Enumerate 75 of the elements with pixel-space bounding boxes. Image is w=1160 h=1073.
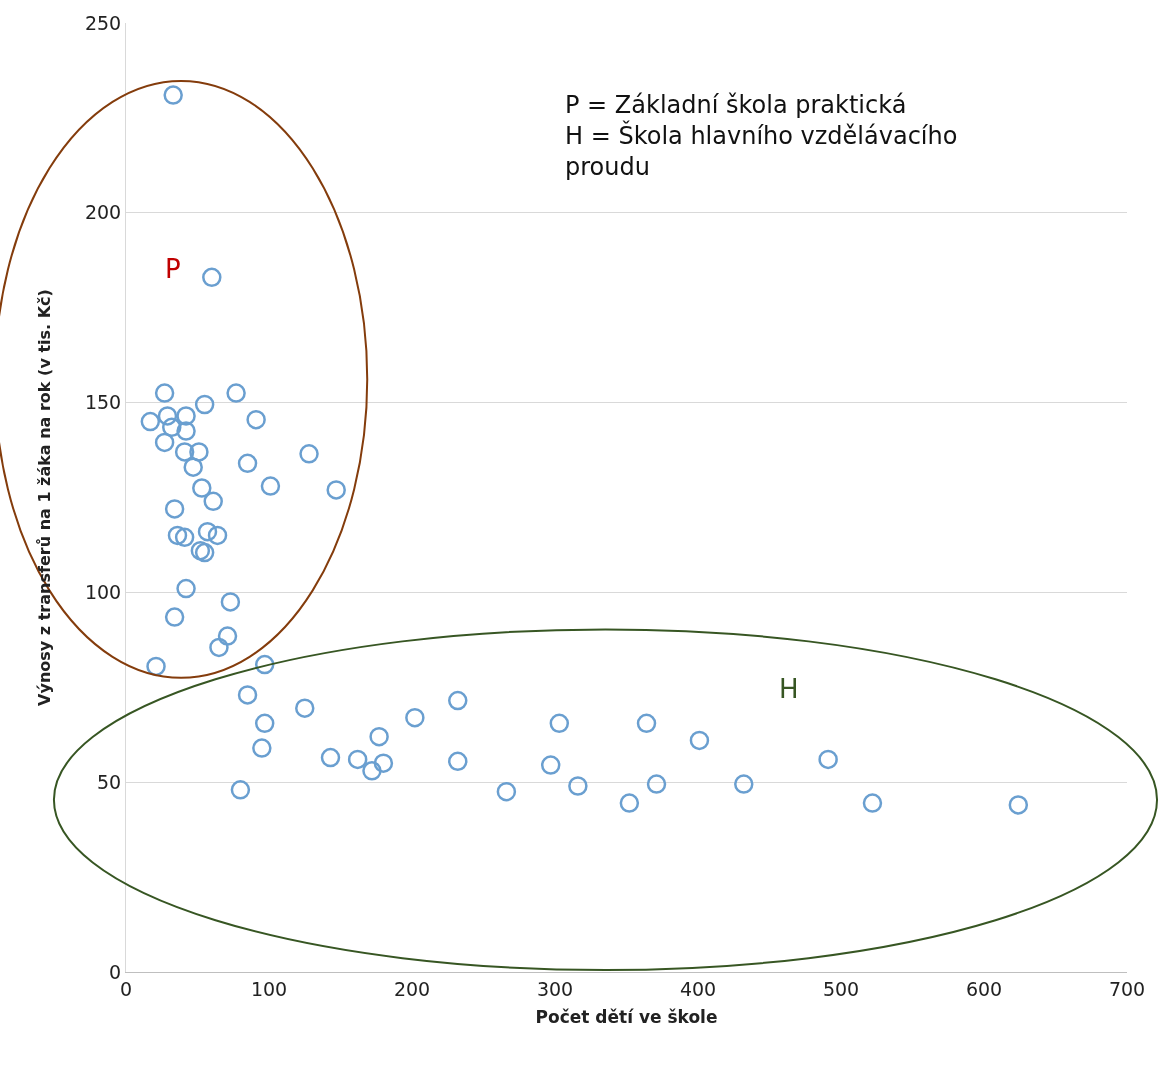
point [295,698,315,718]
point [176,421,196,441]
point [174,527,195,548]
y-tick-label: 100 [84,581,122,604]
point [540,755,561,775]
point [818,749,838,770]
point [157,406,178,426]
point [192,478,212,498]
point [862,793,883,813]
point [194,394,215,415]
point [254,713,275,734]
point [163,85,183,105]
point [496,781,517,802]
point [347,749,368,770]
point [362,761,382,781]
point [237,453,258,474]
point [176,406,196,426]
x-tick-label: 700 [1108,977,1146,1000]
point [226,383,246,403]
point [619,793,640,813]
annotation: P = Základní škola praktická [565,91,907,119]
point [260,476,281,496]
x-tick-label: 200 [393,977,431,1000]
point [167,525,188,546]
x-tick-label: 500 [822,977,860,1000]
point [183,457,203,477]
point [207,525,228,546]
x-tick-label: 100 [250,977,288,1000]
point [217,626,238,646]
point [164,607,185,627]
point [689,730,710,751]
x-tick-label: 600 [965,977,1003,1000]
point [734,774,754,794]
point [154,432,175,453]
point [568,776,588,796]
point [1008,795,1029,815]
point [164,499,185,519]
y-tick-label: 50 [97,770,122,793]
point [174,442,195,462]
annotation: P [165,254,181,284]
point [405,707,425,728]
point [448,751,468,772]
point [202,267,222,288]
point [209,637,229,658]
point [326,480,346,500]
point [230,780,251,800]
point [320,747,341,768]
y-tick-label: 200 [84,201,122,224]
point [549,713,570,734]
annotation: H [779,674,799,704]
point [246,409,266,430]
y-tick-label: 150 [84,391,122,414]
point [369,726,389,747]
point [220,592,241,612]
y-tick-label: 250 [84,11,122,34]
point [154,383,175,403]
x-tick-label: 300 [536,977,574,1000]
point [448,690,468,711]
annotation: H = Škola hlavního vzdělávacího proudu [565,120,958,182]
point [299,444,319,464]
y-tick-label: 0 [109,960,122,983]
point [203,491,223,512]
x-axis-title: Počet dětí ve škole [535,1007,718,1028]
point [252,738,272,758]
point [162,417,182,438]
point [373,753,394,773]
x-tick-label: 400 [679,977,717,1000]
point [237,685,258,705]
point [636,713,657,734]
point [176,578,196,599]
y-axis-title: Výnosy z transferů na 1 žáka na rok (v tis. Kč) [34,289,54,706]
point [189,442,209,462]
point [140,411,161,432]
point [197,521,218,542]
point [646,774,667,794]
